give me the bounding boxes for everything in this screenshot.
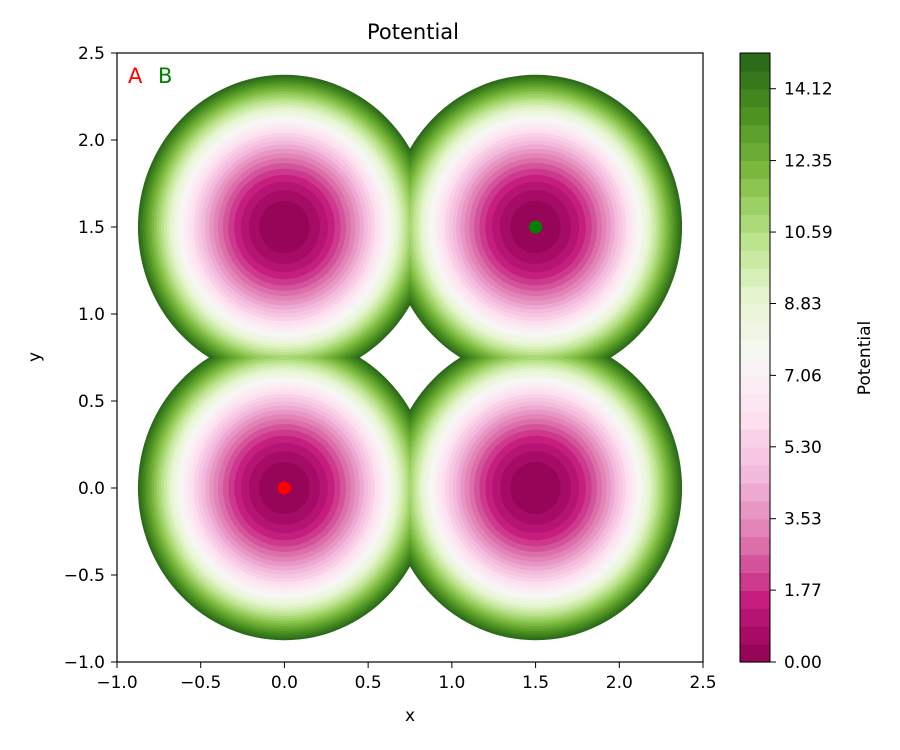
colorbar-band-15 xyxy=(740,375,770,394)
y-tick-label-1: −0.5 xyxy=(64,566,105,586)
colorbar-band-16 xyxy=(740,357,770,377)
plot-area xyxy=(116,52,704,663)
colorbar-label: Potential xyxy=(855,321,875,395)
colorbar-band-4 xyxy=(740,572,770,591)
y-tick-label-0: −1.0 xyxy=(64,653,105,673)
colorbar-band-22 xyxy=(740,250,770,269)
colorbar-band-26 xyxy=(740,178,770,197)
colorbar-band-12 xyxy=(740,429,770,448)
colorbar-band-5 xyxy=(740,554,770,574)
x-tick-label-4: 1.0 xyxy=(438,673,465,693)
colorbar-band-1 xyxy=(740,626,770,645)
y-tick-label-6: 2.0 xyxy=(78,131,105,151)
colorbar-band-21 xyxy=(740,267,770,287)
colorbar-tick-label-4: 7.06 xyxy=(784,366,822,386)
colorbar-band-30 xyxy=(740,106,770,126)
y-tick-label-3: 0.5 xyxy=(78,392,105,412)
colorbar-band-32 xyxy=(740,70,770,90)
x-tick-label-2: 0.0 xyxy=(271,673,298,693)
marked-points xyxy=(277,220,543,495)
y-axis-label: y xyxy=(25,352,45,362)
colorbar: 0.001.773.535.307.068.8310.5912.3514.12 … xyxy=(739,52,875,673)
colorbar-band-0 xyxy=(740,644,770,663)
contour-band-1-well-2 xyxy=(259,200,310,254)
colorbar-band-18 xyxy=(740,321,770,341)
colorbar-tick-label-8: 14.12 xyxy=(784,80,833,100)
contour-band-1-well-1 xyxy=(510,461,561,515)
colorbar-tick-label-0: 0.00 xyxy=(784,653,822,673)
colorbar-band-23 xyxy=(740,232,770,251)
colorbar-tick-label-2: 3.53 xyxy=(784,510,822,530)
colorbar-band-24 xyxy=(740,214,770,233)
colorbar-band-28 xyxy=(740,142,770,162)
x-tick-label-0: −1.0 xyxy=(96,673,137,693)
contour-band-1 xyxy=(259,200,561,515)
colorbar-band-19 xyxy=(740,303,770,323)
colorbar-band-25 xyxy=(740,196,770,215)
colorbar-band-14 xyxy=(740,393,770,412)
x-tick-label-6: 2.0 xyxy=(606,673,633,693)
colorbar-band-29 xyxy=(740,124,770,144)
x-tick-label-1: −0.5 xyxy=(180,673,221,693)
colorbar-band-11 xyxy=(740,447,770,466)
x-axis-ticks: −1.0 −0.5 0.0 0.5 1.0 1.5 2.0 2.5 xyxy=(96,662,717,693)
y-tick-label-2: 0.0 xyxy=(78,479,105,499)
y-tick-label-4: 1.0 xyxy=(78,305,105,325)
colorbar-band-31 xyxy=(740,88,770,108)
x-tick-label-3: 0.5 xyxy=(355,673,382,693)
plot-frame xyxy=(116,52,704,663)
colorbar-band-13 xyxy=(740,411,770,430)
point-b xyxy=(529,220,543,234)
colorbar-band-6 xyxy=(740,536,770,556)
chart-title: Potential xyxy=(367,20,459,44)
colorbar-band-20 xyxy=(740,285,770,305)
x-tick-label-7: 2.5 xyxy=(689,673,716,693)
colorbar-band-7 xyxy=(740,518,770,538)
y-axis-ticks: −1.0 −0.5 0.0 0.5 1.0 1.5 2.0 2.5 xyxy=(64,44,117,673)
colorbar-band-17 xyxy=(740,339,770,359)
colorbar-band-2 xyxy=(740,608,770,627)
colorbar-band-3 xyxy=(740,590,770,609)
legend-label-b: B xyxy=(158,64,172,88)
y-tick-label-7: 2.5 xyxy=(78,44,105,64)
point-a xyxy=(277,481,291,495)
colorbar-tick-label-7: 12.35 xyxy=(784,152,833,172)
colorbar-ticks: 0.00 1.77 3.53 5.30 7.06 8.83 10.59 12.35 14.12 xyxy=(770,80,833,673)
colorbar-band-27 xyxy=(740,160,770,179)
colorbar-tick-label-6: 10.59 xyxy=(784,223,833,243)
colorbar-tick-label-5: 8.83 xyxy=(784,295,822,315)
colorbar-bands xyxy=(740,53,770,663)
colorbar-tick-label-1: 1.77 xyxy=(784,581,822,601)
colorbar-band-10 xyxy=(740,464,770,484)
point-legend: A B xyxy=(128,64,172,88)
x-tick-label-5: 1.5 xyxy=(522,673,549,693)
x-axis-label: x xyxy=(405,706,415,726)
colorbar-band-8 xyxy=(740,500,770,520)
colorbar-tick-label-3: 5.30 xyxy=(784,438,822,458)
colorbar-band-9 xyxy=(740,482,770,502)
y-tick-label-5: 1.5 xyxy=(78,218,105,238)
colorbar-frame xyxy=(739,52,771,663)
colorbar-band-33 xyxy=(740,53,770,72)
legend-label-a: A xyxy=(128,64,143,88)
